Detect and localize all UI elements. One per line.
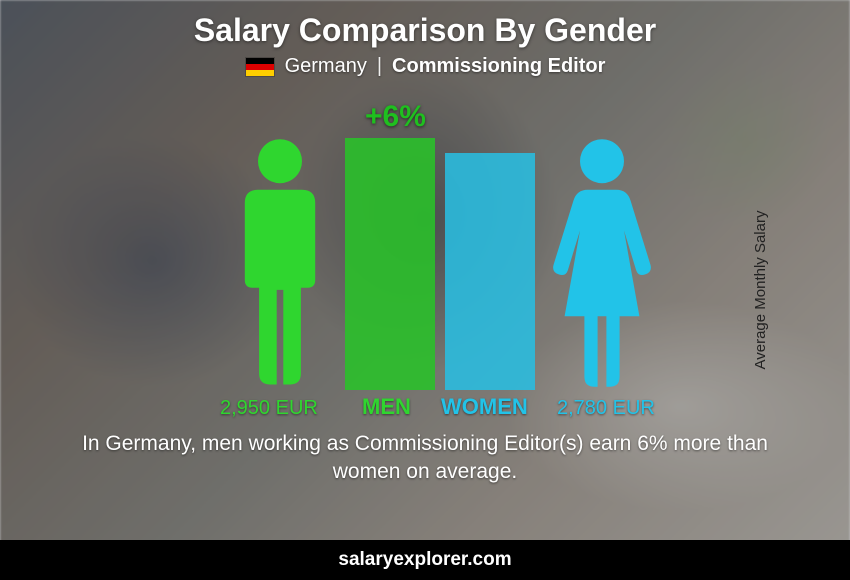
page-title: Salary Comparison By Gender xyxy=(194,12,656,49)
bar-men xyxy=(345,138,435,390)
salary-women: 2,780 EUR xyxy=(557,397,655,420)
germany-flag-icon xyxy=(245,57,275,77)
female-figure-icon xyxy=(547,137,657,390)
comparison-chart: +6% MEN WOMEN 2,950 EUR 2,780 EUR xyxy=(115,96,735,426)
salary-men: 2,950 EUR xyxy=(220,397,318,420)
summary-text: In Germany, men working as Commissioning… xyxy=(65,430,785,487)
bar-label-men: MEN xyxy=(362,394,411,420)
footer-source: salaryexplorer.com xyxy=(0,540,850,580)
job-title: Commissioning Editor xyxy=(392,55,605,78)
subtitle: Germany | Commissioning Editor xyxy=(245,55,606,78)
country-label: Germany xyxy=(285,55,367,78)
separator: | xyxy=(377,55,382,78)
difference-badge: +6% xyxy=(365,100,426,134)
male-figure-icon xyxy=(225,137,335,390)
bar-women xyxy=(445,153,535,390)
bar-label-women: WOMEN xyxy=(441,394,528,420)
y-axis-label: Average Monthly Salary xyxy=(752,211,769,370)
